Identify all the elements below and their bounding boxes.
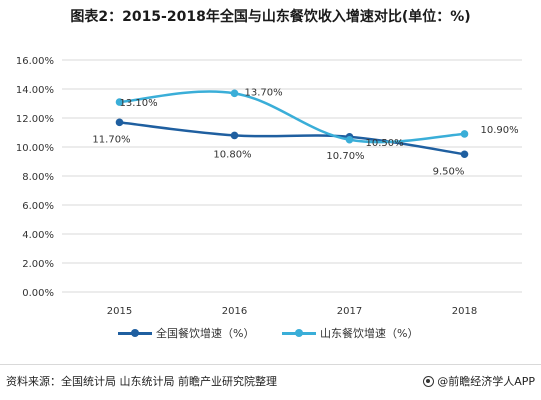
legend-item-shandong: 山东餐饮增速（%） — [282, 322, 418, 344]
x-tick-label: 2016 — [222, 306, 247, 317]
brand-logo-icon — [423, 375, 435, 387]
legend-label-national: 全国餐饮增速（%） — [156, 327, 255, 340]
data-point-shandong — [230, 89, 239, 98]
grid-lines — [62, 59, 522, 293]
series-line-national — [119, 121, 465, 156]
data-label-shandong: 13.70% — [245, 87, 283, 98]
chart-title: 图表2：2015-2018年全国与山东餐饮收入增速对比(单位：%) — [70, 9, 471, 25]
legend-label-shandong: 山东餐饮增速（%） — [320, 327, 419, 340]
y-tick-label: 14.00% — [16, 85, 54, 96]
y-tick-label: 6.00% — [22, 201, 54, 212]
x-tick-label: 2015 — [107, 306, 132, 317]
y-tick-label: 2.00% — [22, 259, 54, 270]
y-tick-label: 4.00% — [22, 230, 54, 241]
data-label-shandong: 10.50% — [366, 138, 404, 149]
data-point-shandong — [115, 98, 124, 106]
x-axis-tick-labels: 2015 2016 2017 2018 — [107, 306, 477, 317]
series-group — [115, 89, 469, 159]
brand-credit: @前瞻经济学人APP — [423, 373, 535, 389]
data-label-national: 10.70% — [326, 151, 364, 162]
data-label-shandong: 13.10% — [120, 98, 158, 109]
series-line-shandong — [119, 90, 465, 144]
legend-swatch-shandong — [282, 327, 316, 339]
y-tick-label: 16.00% — [16, 56, 54, 67]
source-note: 资料来源：全国统计局 山东统计局 前瞻产业研究院整理 — [6, 375, 277, 388]
legend: 全国餐饮增速（%） 山东餐饮增速（%） — [0, 322, 541, 344]
y-tick-label: 12.00% — [16, 114, 54, 125]
x-tick-label: 2018 — [452, 306, 477, 317]
y-axis-tick-labels: 0.00% 2.00% 4.00% 6.00% 8.00% 10.00% 12.00% 14.… — [16, 56, 54, 299]
y-tick-label: 8.00% — [22, 172, 54, 183]
legend-item-national: 全国餐饮增速（%） — [118, 322, 254, 344]
y-tick-label: 10.00% — [16, 143, 54, 154]
data-labels-group: 11.70% 10.80% 10.70% 9.50% 13.10% 13.70% 10.50… — [92, 87, 518, 177]
y-tick-label: 0.00% — [22, 288, 54, 299]
data-point-national — [460, 150, 469, 159]
brand-credit-text: @前瞻经济学人APP — [437, 375, 535, 388]
footer-divider — [0, 364, 541, 365]
data-point-shandong — [345, 135, 354, 144]
data-label-shandong: 10.90% — [481, 125, 519, 136]
data-point-shandong — [460, 130, 469, 138]
data-label-national: 10.80% — [213, 149, 251, 160]
legend-swatch-national — [118, 327, 152, 339]
data-label-national: 9.50% — [433, 166, 465, 177]
data-point-national — [230, 131, 239, 140]
data-label-national: 11.70% — [92, 134, 130, 145]
line-chart: 0.00% 2.00% 4.00% 6.00% 8.00% 10.00% 12.00% 14.… — [16, 56, 522, 317]
data-point-national — [115, 118, 124, 127]
x-tick-label: 2017 — [337, 306, 362, 317]
